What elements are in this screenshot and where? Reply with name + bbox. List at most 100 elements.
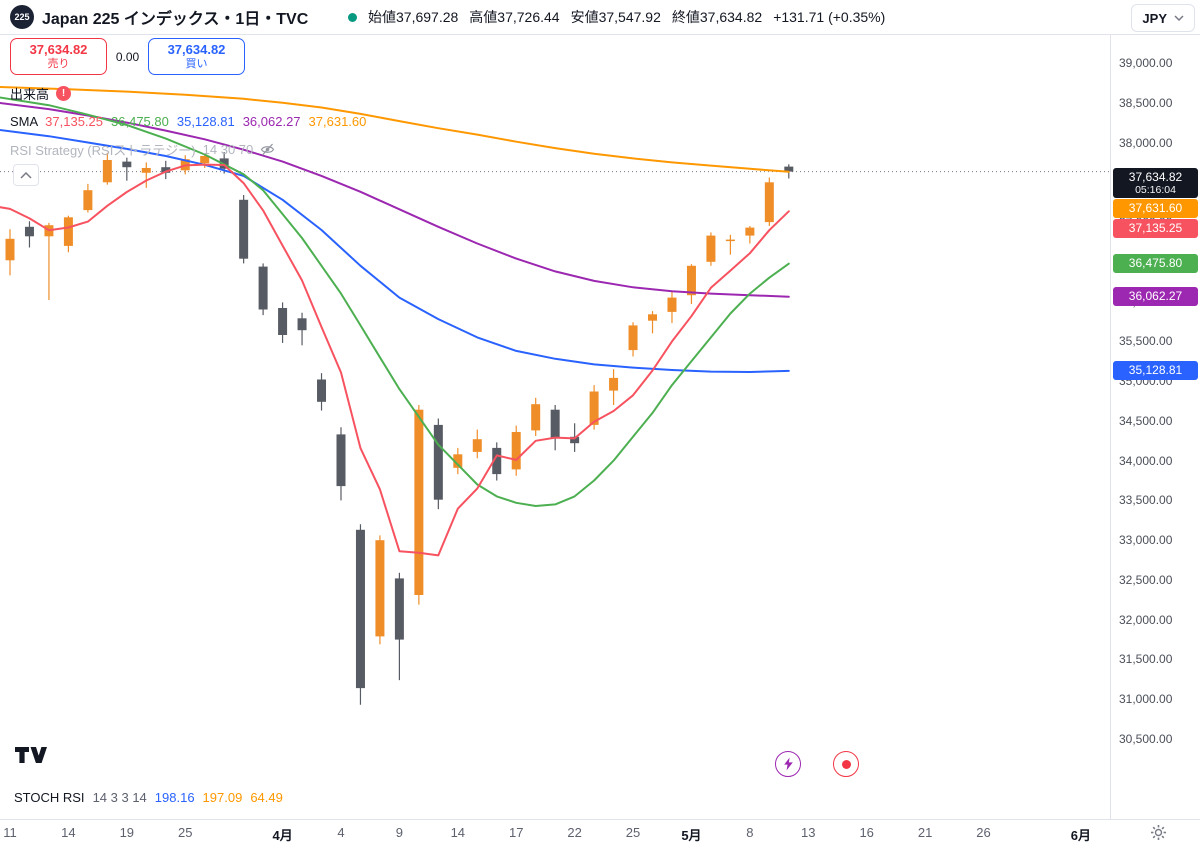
- stoch-rsi-params: 14 3 3 14: [92, 790, 147, 805]
- time-tick: 25: [177, 825, 193, 840]
- candle-body: [472, 439, 482, 452]
- tradingview-logo-icon: [15, 747, 47, 763]
- gear-icon[interactable]: [1150, 824, 1167, 846]
- sma-value: 35,128.81: [176, 113, 235, 129]
- price-axis[interactable]: 39,000.0038,500.0038,000.0037,500.0037,0…: [1110, 34, 1200, 820]
- sma-line-orange: [0, 85, 790, 173]
- candle-body: [102, 160, 112, 183]
- price-tick: 31,000.00: [1119, 692, 1173, 707]
- sma-line-purple: [0, 102, 790, 298]
- stoch-rsi-legend-row[interactable]: STOCH RSI 14 3 3 14 198.16 197.09 64.49: [14, 790, 283, 805]
- symbol-title[interactable]: Japan 225 インデックス・1日・TVC: [42, 11, 309, 28]
- stoch-value: 64.49: [250, 790, 283, 805]
- time-tick: 6月: [1070, 828, 1091, 843]
- chart-canvas[interactable]: [0, 0, 1110, 846]
- candle-body: [414, 409, 424, 595]
- candle-body: [141, 168, 151, 173]
- ohlc-low-label: 安値: [570, 9, 599, 25]
- gear-icon-glyph: [1151, 825, 1166, 840]
- candle-body: [336, 434, 346, 487]
- ohlc-low-value: 37,547.92: [598, 9, 661, 25]
- tradingview-logo[interactable]: [14, 745, 48, 770]
- sell-button[interactable]: 37,634.82 売り: [10, 38, 107, 75]
- ohlc-bar: 始値37,697.28 高値37,726.44 安値37,547.92 終値37…: [348, 0, 885, 34]
- candle-body: [200, 156, 210, 164]
- time-tick: 25: [625, 825, 641, 840]
- volume-legend-row[interactable]: 出来高 !: [10, 82, 367, 104]
- stoch-value: 197.09: [202, 790, 243, 805]
- indicator-price-label: 36,062.27: [1113, 287, 1198, 307]
- rsi-strategy-legend-row[interactable]: RSI Strategy (RSIストラテジー) 14 30 70: [10, 138, 367, 160]
- time-tick: 5月: [681, 828, 702, 843]
- buy-label: 買い: [185, 57, 208, 70]
- candle-body: [161, 167, 171, 173]
- time-tick: 22: [567, 825, 582, 840]
- pane-collapse-button[interactable]: [13, 164, 39, 186]
- sma-value: 37,135.25: [45, 113, 104, 129]
- candle-body: [433, 424, 443, 500]
- candle-body: [375, 540, 385, 637]
- spread-value: 0.00: [115, 49, 140, 64]
- chevron-down-icon: [1174, 15, 1184, 21]
- candle-body: [297, 318, 307, 331]
- chart-header: 225 Japan 225 インデックス・1日・TVC 始値37,697.28 …: [0, 0, 1200, 35]
- candle-body: [686, 265, 696, 296]
- sma-value: 37,631.60: [308, 113, 367, 129]
- price-tick: 33,000.00: [1119, 533, 1173, 548]
- sma-legend-row[interactable]: SMA 37,135.25 36,475.80 35,128.81 36,062.27…: [10, 110, 367, 132]
- price-tick: 34,000.00: [1119, 453, 1173, 468]
- candle-body: [317, 379, 327, 402]
- candle-body: [258, 266, 268, 310]
- stoch-rsi-label: STOCH RSI: [14, 790, 85, 805]
- price-tick: 39,000.00: [1119, 56, 1173, 70]
- volume-label: 出来高: [10, 86, 50, 102]
- sell-price: 37,634.82: [29, 42, 88, 58]
- lightning-icon: [783, 757, 793, 771]
- buy-price: 37,634.82: [167, 42, 226, 58]
- time-tick: 11: [3, 825, 17, 840]
- candle-body: [764, 182, 774, 223]
- record-button[interactable]: [833, 751, 859, 777]
- ohlc-close-label: 終値: [671, 9, 700, 25]
- trade-panel: 37,634.82 売り 0.00 37,634.82 買い: [10, 38, 245, 75]
- candle-body: [492, 447, 502, 475]
- ohlc-open-value: 37,697.28: [396, 9, 459, 25]
- sma-line-red: [0, 163, 790, 557]
- warning-icon[interactable]: !: [56, 85, 72, 101]
- time-tick: 9: [395, 825, 404, 840]
- price-tick: 33,500.00: [1119, 493, 1173, 508]
- eye-off-icon[interactable]: [260, 143, 275, 156]
- time-tick: 17: [508, 825, 524, 840]
- candle-body: [706, 235, 716, 262]
- time-tick: 19: [119, 825, 135, 840]
- record-dot-icon: [841, 759, 851, 769]
- ohlc-open-label: 始値: [368, 9, 396, 25]
- candle-body: [24, 226, 34, 237]
- time-tick: 4月: [272, 828, 293, 843]
- sma-label: SMA: [10, 113, 39, 129]
- candle-body: [239, 199, 249, 259]
- symbol-logo[interactable]: 225: [10, 5, 34, 29]
- market-status-dot: [348, 12, 357, 22]
- currency-dropdown[interactable]: JPY: [1131, 4, 1195, 32]
- stoch-value: 198.16: [154, 790, 195, 805]
- time-tick: 26: [976, 825, 991, 840]
- candle-body: [5, 238, 15, 261]
- indicator-price-label: 36,475.80: [1113, 254, 1198, 274]
- price-tick: 35,500.00: [1119, 334, 1173, 349]
- ohlc-high-label: 高値: [469, 9, 498, 25]
- price-tick: 38,000.00: [1119, 135, 1173, 150]
- candle-body: [550, 409, 560, 439]
- lightning-button[interactable]: [775, 751, 801, 777]
- time-axis[interactable]: 11 14 19 25 4月 4 9 14 17 22 25 5月 8 13 16 21 26 6月: [0, 819, 1200, 846]
- candle-body: [609, 377, 619, 391]
- ohlc-open: 始値37,697.28: [368, 7, 458, 27]
- sell-label: 売り: [47, 57, 70, 70]
- candle-body: [355, 529, 365, 689]
- time-tick: 14: [61, 825, 76, 840]
- price-tick: 31,500.00: [1119, 652, 1173, 667]
- buy-button[interactable]: 37,634.82 買い: [148, 38, 245, 75]
- candle-body: [278, 308, 288, 335]
- stoch-rsi-values: 198.16 197.09 64.49: [155, 790, 283, 805]
